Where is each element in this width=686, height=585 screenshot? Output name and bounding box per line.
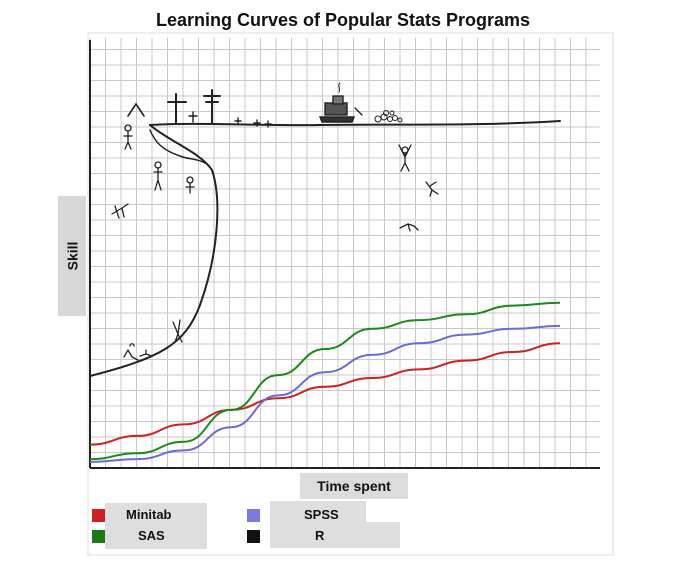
legend-swatch-spss (247, 509, 260, 522)
legend-label-sas: SAS (138, 528, 165, 543)
series-line-sas (89, 301, 561, 461)
y-axis-label: Skill (58, 196, 86, 316)
small-crosses (188, 111, 272, 128)
cliff-doodle (89, 82, 561, 377)
y-axis-label-text: Skill (64, 241, 81, 271)
legend-bg-4 (270, 522, 400, 548)
bottom-climbers (123, 319, 183, 361)
legend-bg-2 (105, 523, 207, 549)
y-axis-label-background (58, 196, 86, 316)
legend-swatch-sas (92, 530, 105, 543)
falling-figures (111, 124, 439, 232)
series-layer (89, 301, 561, 463)
legend-bg-3 (270, 501, 366, 525)
plateau-line (149, 120, 561, 127)
bulldozer (318, 82, 363, 123)
cliff-face (89, 124, 219, 377)
legend-label-minitab: Minitab (126, 507, 172, 522)
x-axis-label: Time spent (317, 478, 391, 494)
series-line-minitab (89, 342, 561, 446)
rock-pile (374, 110, 403, 123)
legend-swatch-r (247, 530, 260, 543)
series-line-spss (89, 324, 561, 463)
tent (127, 102, 145, 117)
legend-label-r: R (315, 528, 325, 543)
cross-1 (167, 93, 187, 125)
legend-swatch-minitab (92, 509, 105, 522)
cross-2 (203, 89, 221, 125)
chart-title: Learning Curves of Popular Stats Program… (155, 10, 531, 30)
cliff-edge (149, 129, 206, 164)
x-axis-label-background (300, 473, 408, 499)
legend-label-spss: SPSS (304, 507, 339, 522)
